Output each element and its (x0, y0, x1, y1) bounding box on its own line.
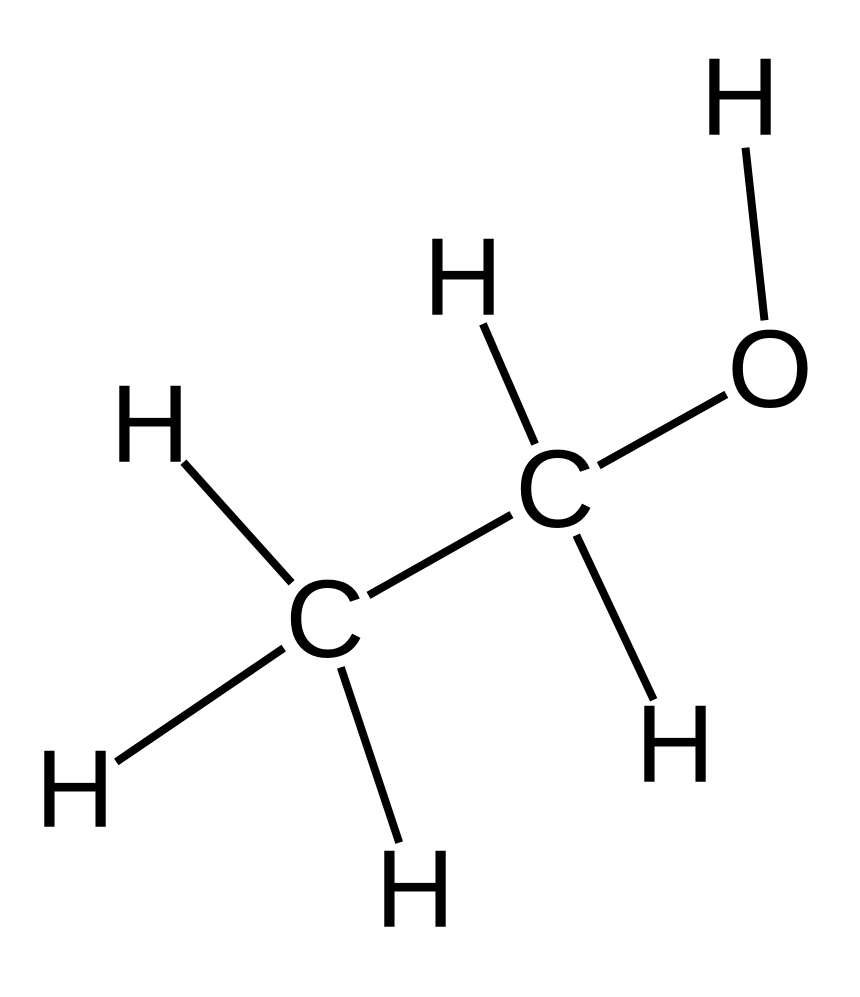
bond-C2-H6 (576, 535, 653, 700)
atom-H4: H (35, 735, 114, 845)
atom-H5: H (375, 835, 454, 945)
bond-O1-H1 (746, 148, 765, 321)
atom-H2: H (423, 223, 502, 333)
molecule-diagram: C C O H H H H H H (0, 0, 860, 997)
bond-C2-H2 (483, 324, 535, 444)
atom-O1: O (727, 315, 813, 425)
atom-C1: C (285, 565, 364, 675)
bond-C2-O1 (599, 394, 727, 465)
bond-C1-H3 (183, 462, 291, 583)
atom-C2: C (515, 435, 594, 545)
bond-C1-H5 (341, 667, 399, 842)
bond-C1-H4 (116, 648, 283, 762)
atom-H1: H (700, 43, 779, 153)
bond-C1-C2 (369, 515, 512, 596)
atom-H6: H (635, 690, 714, 800)
atom-H3: H (110, 370, 189, 480)
